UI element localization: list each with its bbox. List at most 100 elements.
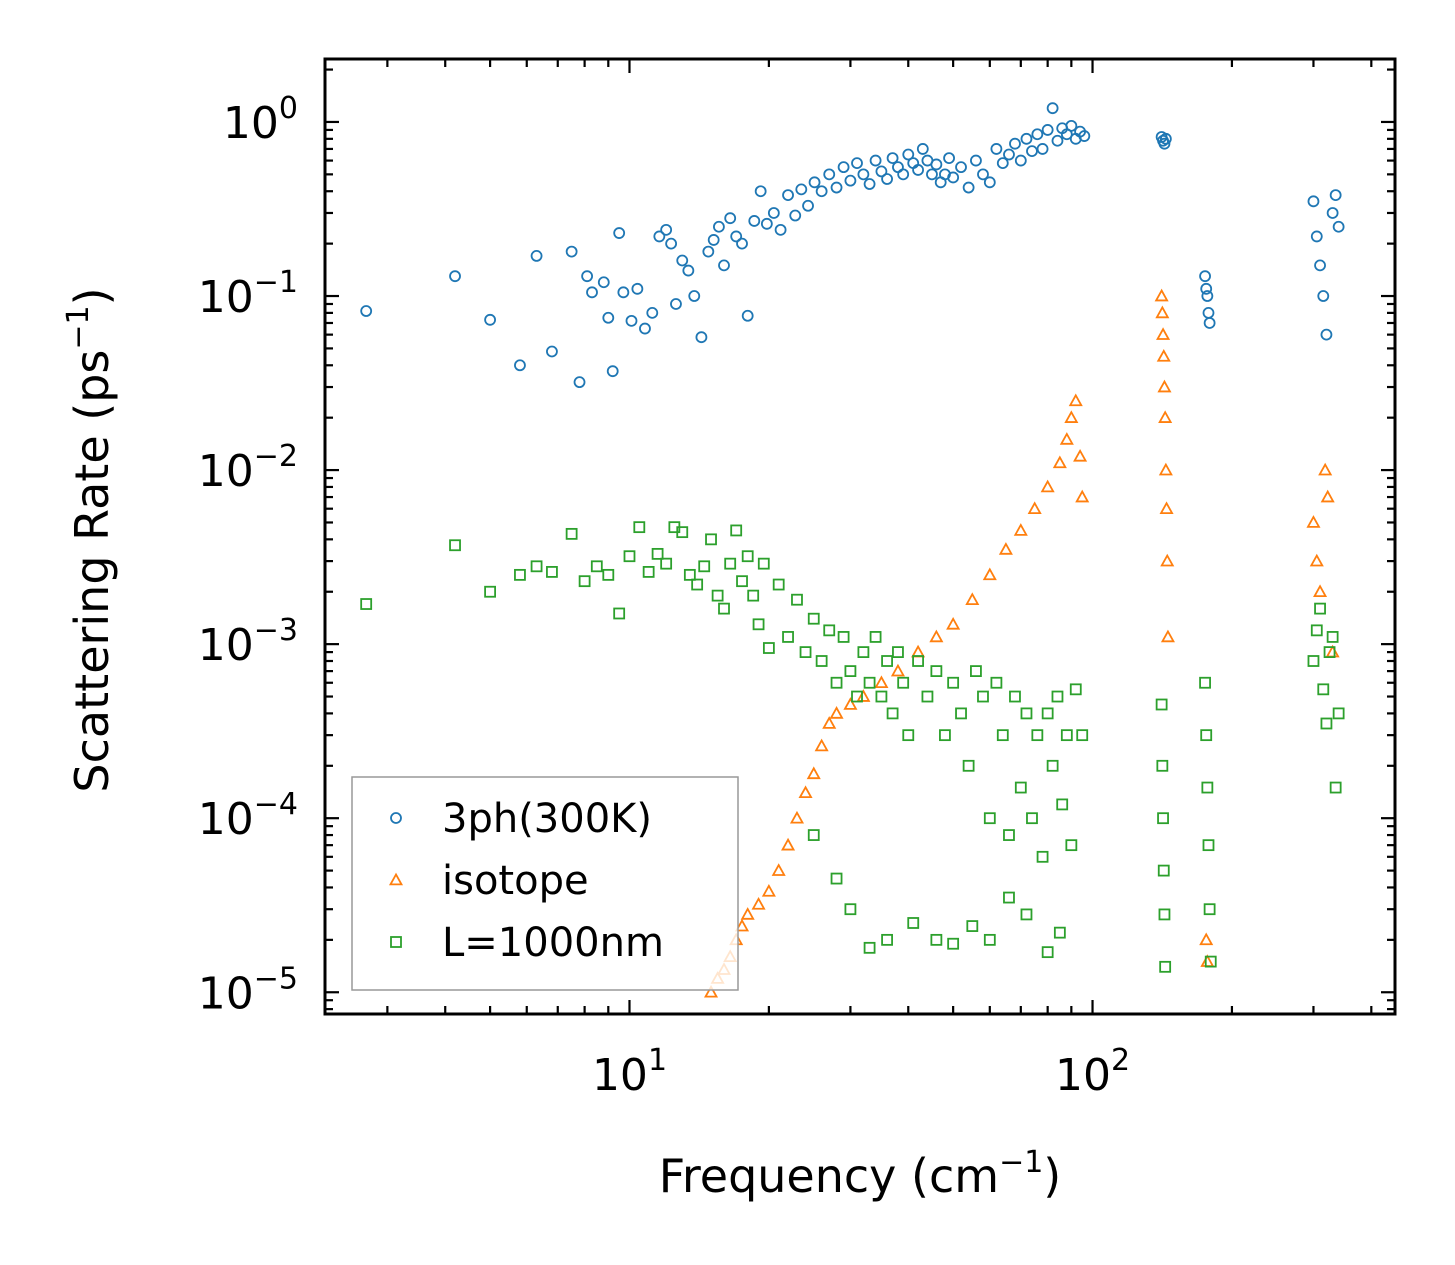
data-point — [814, 738, 829, 752]
data-point — [1309, 553, 1324, 567]
data-point — [782, 189, 794, 202]
data-point — [806, 766, 821, 780]
data-point — [808, 176, 821, 189]
data-point — [1307, 195, 1320, 208]
data-point — [1326, 207, 1339, 219]
data-point — [751, 896, 766, 910]
data-point — [1156, 327, 1171, 340]
data-point — [1329, 189, 1342, 202]
data-point — [1159, 960, 1172, 973]
data-point — [869, 154, 882, 167]
data-point — [360, 305, 373, 317]
data-point — [514, 359, 526, 372]
data-point — [947, 676, 960, 689]
data-point — [1026, 812, 1038, 825]
data-point — [1020, 707, 1033, 720]
data-point — [1200, 282, 1213, 295]
legend: 3ph(300K) isotope L=1000nm — [351, 776, 739, 991]
data-point — [695, 331, 708, 344]
data-point — [1317, 290, 1330, 302]
data-point — [1041, 946, 1054, 959]
data-point — [665, 237, 678, 250]
data-point — [1078, 130, 1091, 142]
data-point — [1326, 631, 1339, 643]
data-point — [1040, 479, 1055, 493]
data-point — [703, 984, 719, 998]
data-point — [736, 237, 748, 250]
data-point — [1306, 515, 1321, 528]
data-point — [711, 589, 724, 602]
data-point — [676, 526, 689, 539]
data-point — [998, 542, 1013, 555]
data-point — [724, 557, 737, 570]
legend-label: L=1000nm — [442, 920, 664, 966]
data-point — [1076, 729, 1089, 742]
data-point — [857, 168, 870, 181]
data-point — [996, 157, 1009, 170]
data-point — [897, 168, 910, 181]
data-point — [851, 690, 863, 703]
data-point — [1317, 683, 1330, 696]
data-point — [360, 598, 373, 610]
data-point — [844, 903, 857, 916]
data-point — [930, 933, 943, 946]
data-point — [1158, 410, 1173, 423]
data-point — [546, 566, 558, 578]
data-point — [815, 655, 828, 667]
data-point — [573, 376, 586, 389]
data-point — [1065, 119, 1078, 132]
legend-label: isotope — [442, 858, 589, 904]
data-point — [752, 618, 765, 631]
data-point — [830, 676, 843, 689]
data-point — [691, 578, 704, 591]
data-point — [892, 646, 904, 659]
data-point — [1051, 134, 1064, 147]
data-point — [1318, 462, 1333, 476]
data-point — [1158, 462, 1173, 476]
data-point — [863, 178, 876, 190]
data-point — [1313, 584, 1328, 598]
data-point — [514, 568, 526, 581]
data-point — [830, 181, 843, 194]
data-point — [902, 729, 915, 742]
data-point — [1014, 154, 1027, 167]
data-point — [947, 171, 960, 184]
legend-label: 3ph(300K) — [442, 796, 652, 842]
data-point — [1158, 908, 1171, 921]
data-point — [1199, 932, 1214, 946]
data-point — [653, 230, 666, 243]
data-point — [1014, 781, 1027, 794]
data-point — [1200, 729, 1213, 742]
data-point — [1159, 132, 1172, 145]
data-point — [863, 676, 876, 689]
data-point — [844, 665, 857, 677]
data-point — [757, 557, 770, 570]
data-point — [851, 157, 863, 170]
data-point — [1202, 839, 1215, 852]
data-point — [857, 646, 870, 659]
data-point — [929, 629, 944, 643]
data-point — [748, 215, 761, 227]
data-point — [782, 631, 794, 643]
data-point — [798, 785, 813, 799]
data-point — [741, 309, 754, 322]
data-point — [682, 264, 695, 277]
data-point — [1154, 288, 1169, 302]
data-point — [651, 547, 664, 560]
data-point — [916, 143, 929, 155]
data-point — [1031, 729, 1044, 742]
data-point — [823, 168, 836, 181]
data-point — [970, 154, 982, 167]
data-point — [1020, 132, 1033, 145]
data-point — [578, 575, 591, 588]
data-point — [837, 631, 850, 643]
data-point — [631, 282, 644, 295]
data-point — [1157, 864, 1170, 877]
data-point — [1059, 432, 1074, 445]
data-point — [484, 313, 496, 326]
data-point — [983, 933, 996, 946]
data-point — [1157, 812, 1169, 825]
legend-entry: 3ph(300K) — [390, 796, 652, 842]
data-point — [590, 560, 603, 573]
data-point — [962, 759, 975, 772]
